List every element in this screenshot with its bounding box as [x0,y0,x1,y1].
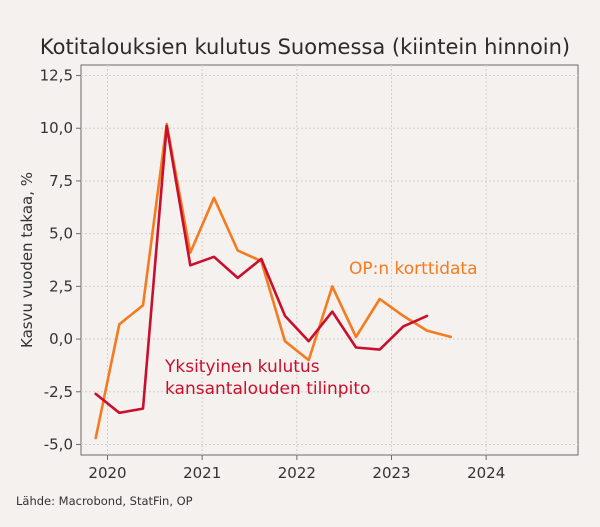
series-annotations: OP:n korttidata Yksityinen kulutus kansant… [164,259,478,399]
annotation-line: OP:n korttidata [349,259,478,279]
x-tick-label: 2024 [467,464,505,482]
source-note: Lähde: Macrobond, StatFin, OP [16,494,193,508]
y-tick-label: 2,5 [49,277,73,295]
y-tick-label: 5,0 [49,225,73,243]
chart-title: Kotitalouksien kulutus Suomessa (kiintei… [40,35,570,59]
x-tick-label: 2022 [278,464,316,482]
y-tick-label: -5,0 [44,435,73,453]
y-axis-label: Kasvu vuoden takaa, % [18,172,36,348]
y-tick-label: 12,5 [40,67,73,85]
x-tick-label: 2020 [88,464,126,482]
y-axis-ticks: -5,0 -2,5 0,0 2,5 5,0 7,5 10,0 12,5 [40,67,81,453]
x-tick-label: 2023 [372,464,410,482]
series-yksityinen-kulutus [94,124,429,415]
series-op-korttidata [94,122,453,440]
y-tick-label: 10,0 [40,119,73,137]
x-tick-label: 2021 [183,464,221,482]
series-annotation: Yksityinen kulutus kansantalouden tilinpi… [164,357,370,399]
y-tick-label: 7,5 [49,172,73,190]
annotation-line: Yksityinen kulutus [164,357,320,377]
x-axis-ticks: 2020 2021 2022 2023 2024 [88,455,505,482]
gridlines [81,65,578,455]
y-tick-label: -2,5 [44,383,73,401]
plot-area [80,64,579,456]
series-lines [94,122,453,440]
y-tick-label: 0,0 [49,330,73,348]
series-annotation: OP:n korttidata [349,259,478,279]
annotation-line: kansantalouden tilinpito [165,379,370,399]
